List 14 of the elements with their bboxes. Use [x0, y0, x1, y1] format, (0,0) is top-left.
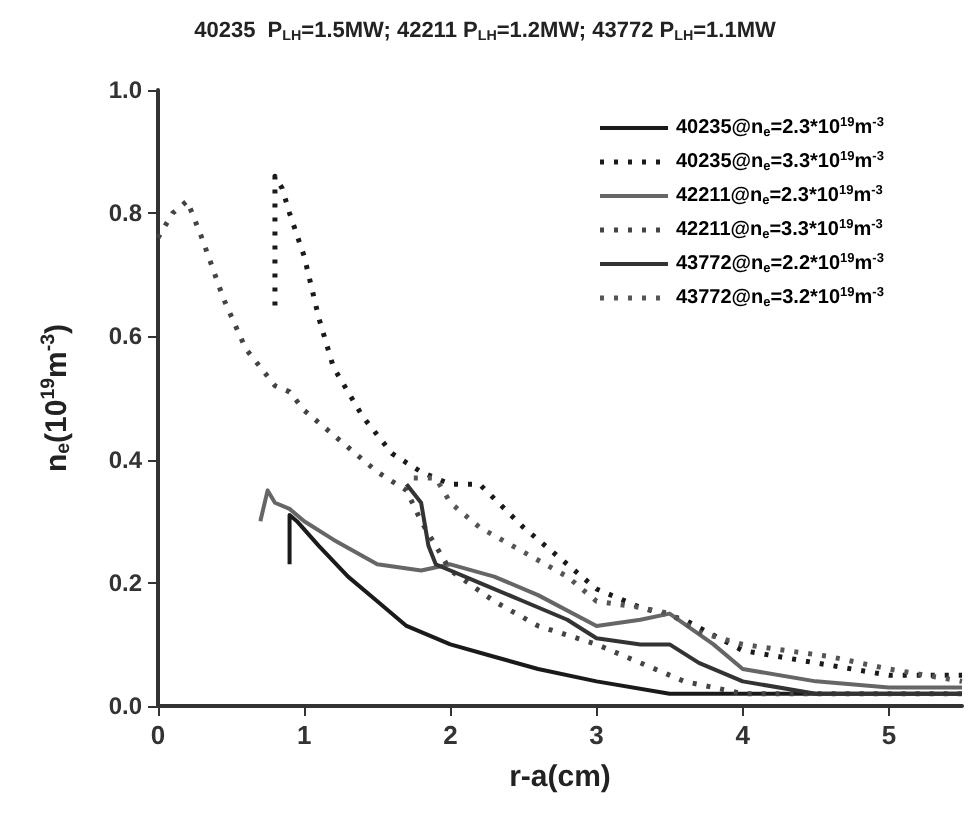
x-axis-title: r-a(cm) [509, 760, 611, 794]
y-tick-label: 0.2 [108, 568, 143, 597]
y-tick-label: 0.8 [108, 199, 143, 228]
x-tick-label: 1 [296, 720, 312, 750]
x-tick-label: 3 [589, 720, 604, 750]
y-tick-label: 0.0 [108, 692, 143, 720]
y-tick-label: 0.6 [108, 322, 143, 351]
y-tick-label: 1.0 [108, 76, 143, 104]
y-tick-label: 0.4 [108, 445, 143, 474]
x-tick-label: 0 [150, 720, 166, 750]
x-tick-label: 5 [881, 720, 897, 750]
y-axis-title: ne(1019m-3) [38, 323, 75, 473]
x-tick-label: 4 [735, 720, 752, 750]
x-tick-label: 2 [443, 720, 458, 750]
